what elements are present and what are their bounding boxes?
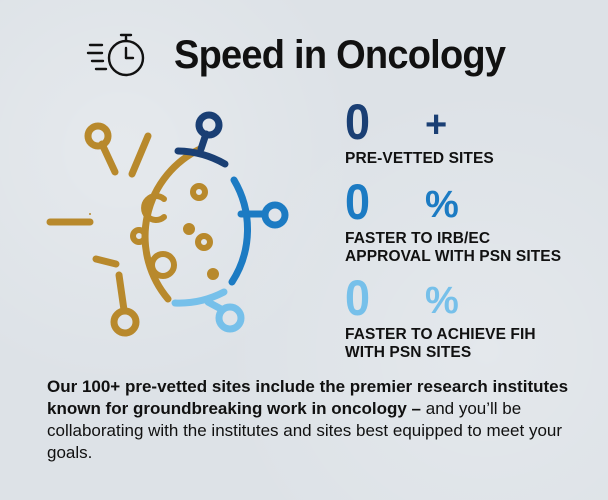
stat-suffix: % xyxy=(425,184,459,226)
stopwatch-speed-icon xyxy=(86,33,145,77)
body-paragraph: Our 100+ pre-vetted sites include the pr… xyxy=(47,376,577,464)
inner-particles xyxy=(130,183,219,280)
spike-dot xyxy=(89,213,91,215)
page-title: Speed in Oncology xyxy=(174,32,506,77)
stat-suffix: + xyxy=(425,104,448,146)
stat-value: 0 xyxy=(345,174,371,230)
header: Speed in Oncology xyxy=(86,28,523,82)
stat-value: 0 xyxy=(345,270,371,326)
stat-pre-vetted-sites: 0 + PRE-VETTED SITES xyxy=(345,96,494,168)
stat-label: PRE-VETTED SITES xyxy=(345,150,494,167)
stat-suffix: % xyxy=(425,280,459,322)
body-bold-text: Our 100+ pre-vetted sites include the pr… xyxy=(47,377,569,418)
blue-arc xyxy=(228,176,251,286)
stat-irb-approval: 0 % FASTER TO IRB/EC APPROVAL WITH PSN S… xyxy=(345,176,561,266)
lightblue-arc xyxy=(171,288,228,307)
gold-spikes xyxy=(46,122,152,337)
stat-label: FASTER TO IRB/EC APPROVAL WITH PSN SITES xyxy=(345,230,562,265)
navy-spike xyxy=(195,111,223,153)
blue-spike xyxy=(237,201,289,229)
navy-arc xyxy=(174,147,229,168)
stat-fih: 0 % FASTER TO ACHIEVE FIH WITH PSN SITES xyxy=(345,272,536,362)
stat-value: 0 xyxy=(345,94,371,150)
body-regular-text: and you’ll be collaborating with the ins… xyxy=(47,399,563,462)
lightblue-spike xyxy=(204,298,245,333)
stat-label: FASTER TO ACHIEVE FIH WITH PSN SITES xyxy=(345,326,536,361)
virus-cell-icon xyxy=(46,111,289,337)
